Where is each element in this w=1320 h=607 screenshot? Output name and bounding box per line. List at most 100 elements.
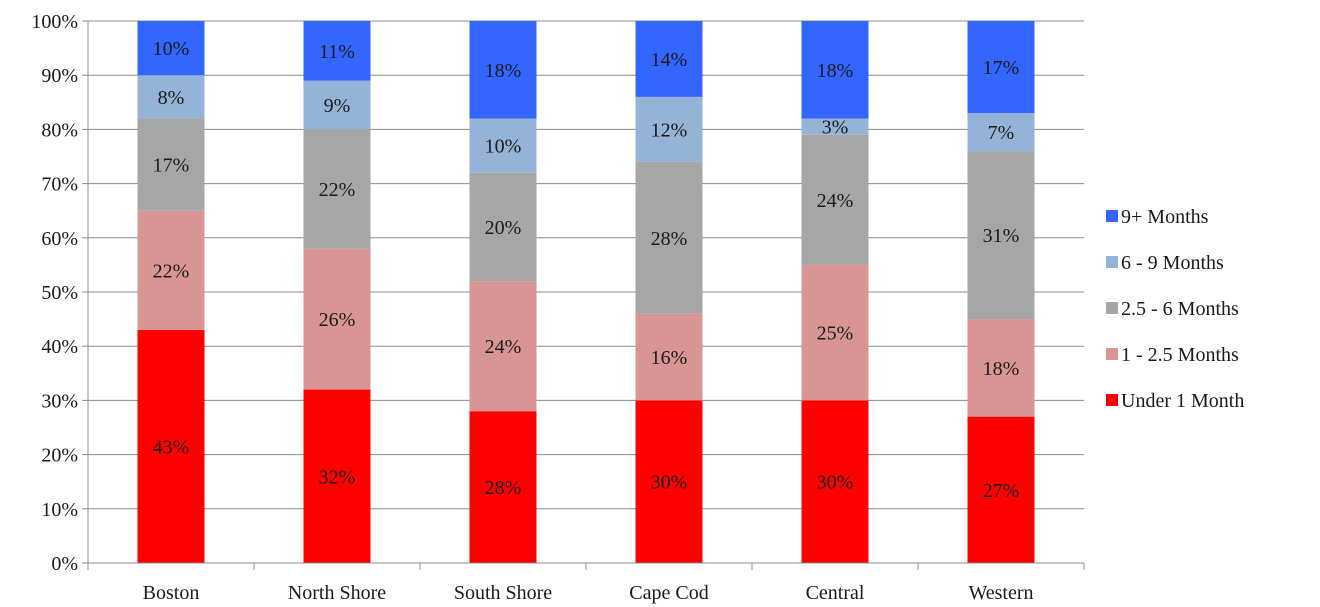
x-category-label: Central [806, 582, 865, 604]
x-category-label: Boston [143, 582, 200, 604]
data-label: 26% [319, 309, 356, 331]
bar-segment [801, 118, 869, 135]
axes [82, 20, 1085, 570]
bar-segment [303, 80, 371, 130]
bar-segment [469, 118, 537, 173]
bar-segment [303, 389, 371, 563]
bar-segment [635, 21, 703, 97]
data-label: 18% [485, 60, 522, 82]
bar-segment [137, 75, 205, 119]
y-tick-label: 20% [41, 445, 78, 467]
data-label: 11% [319, 41, 355, 63]
y-tick-label: 70% [41, 174, 78, 196]
y-tick-label: 30% [41, 390, 78, 412]
bar-segment [967, 416, 1035, 563]
data-label: 14% [651, 49, 688, 71]
y-tick-label: 90% [41, 65, 78, 87]
legend-label: Under 1 Month [1121, 390, 1244, 412]
legend-label: 1 - 2.5 Months [1121, 344, 1239, 366]
bar-segment [303, 129, 371, 249]
data-label: 3% [822, 117, 849, 139]
x-axis-category-labels: Boston North Shore South Shore Cape Cod Cent… [143, 582, 1034, 604]
data-label: 10% [153, 38, 190, 60]
bar-segment [303, 21, 371, 81]
x-category-label: Western [968, 582, 1033, 604]
legend-label: 2.5 - 6 Months [1121, 298, 1239, 320]
legend-swatch [1106, 256, 1118, 268]
bar-segment [137, 118, 205, 211]
y-tick-label: 40% [41, 336, 78, 358]
legend-item: 9+ Months [1106, 206, 1209, 228]
y-tick-label: 0% [51, 553, 78, 575]
bar-segment [469, 172, 537, 282]
legend-item: Under 1 Month [1106, 390, 1244, 412]
y-tick-label: 100% [31, 11, 78, 33]
x-category-label: South Shore [454, 582, 552, 604]
gridlines [88, 20, 1084, 510]
y-tick-label: 80% [41, 119, 78, 141]
data-label: 17% [153, 155, 190, 177]
bar-segment [801, 21, 869, 119]
bar-segment [635, 161, 703, 314]
legend-item: 6 - 9 Months [1106, 252, 1224, 274]
legend-label: 9+ Months [1121, 206, 1209, 228]
data-label: 43% [153, 436, 190, 458]
legend-swatch [1106, 348, 1118, 360]
bar-segment [635, 400, 703, 563]
y-tick-label: 50% [41, 282, 78, 304]
data-label: 9% [324, 95, 351, 117]
data-label: 25% [817, 323, 854, 345]
bar-segment [801, 134, 869, 265]
data-label: 22% [153, 260, 190, 282]
bar-segment [303, 248, 371, 390]
data-label: 28% [485, 477, 522, 499]
data-label: 16% [651, 347, 688, 369]
data-label: 12% [651, 119, 688, 141]
data-label: 28% [651, 228, 688, 250]
y-tick-label: 60% [41, 228, 78, 250]
bar-segment [137, 329, 205, 563]
bar-segment [801, 264, 869, 401]
bar-segment [137, 21, 205, 76]
data-label: 7% [988, 122, 1015, 144]
legend: 9+ Months 6 - 9 Months 2.5 - 6 Months 1 - 2… [1106, 206, 1244, 412]
data-label: 27% [983, 480, 1020, 502]
bar-segment [635, 313, 703, 401]
data-labels: 43% 22% 17% 8% 10% 32% 26% 22% 9% 11% 28% 24% 20% 10%… [153, 38, 1020, 502]
bar-segment [469, 281, 537, 412]
legend-swatch [1106, 302, 1118, 314]
data-label: 24% [485, 336, 522, 358]
data-label: 18% [817, 60, 854, 82]
data-label: 17% [983, 57, 1020, 79]
bar-segment [137, 210, 205, 330]
data-label: 30% [651, 472, 688, 494]
x-category-label: Cape Cod [629, 582, 708, 604]
legend-item: 1 - 2.5 Months [1106, 344, 1239, 366]
bar-segment [801, 400, 869, 563]
data-label: 22% [319, 179, 356, 201]
legend-label: 6 - 9 Months [1121, 252, 1224, 274]
y-tick-label: 10% [41, 499, 78, 521]
bar-segment [967, 151, 1035, 320]
data-label: 30% [817, 472, 854, 494]
data-label: 24% [817, 190, 854, 212]
bar-segment [469, 21, 537, 119]
bars [137, 21, 1035, 563]
bar-segment [469, 411, 537, 563]
legend-swatch [1106, 394, 1118, 406]
legend-swatch [1106, 210, 1118, 222]
bar-segment [967, 319, 1035, 417]
data-label: 32% [319, 466, 356, 488]
data-label: 31% [983, 225, 1020, 247]
data-label: 8% [158, 87, 185, 109]
bar-segment [967, 21, 1035, 114]
data-label: 10% [485, 136, 522, 158]
legend-item: 2.5 - 6 Months [1106, 298, 1239, 320]
bar-segment [967, 113, 1035, 152]
x-category-label: North Shore [288, 582, 386, 604]
data-label: 18% [983, 358, 1020, 380]
data-label: 20% [485, 217, 522, 239]
y-axis-tick-labels: 0% 10% 20% 30% 40% 50% 60% 70% 80% 90% 100% [31, 11, 78, 575]
bar-segment [635, 96, 703, 162]
